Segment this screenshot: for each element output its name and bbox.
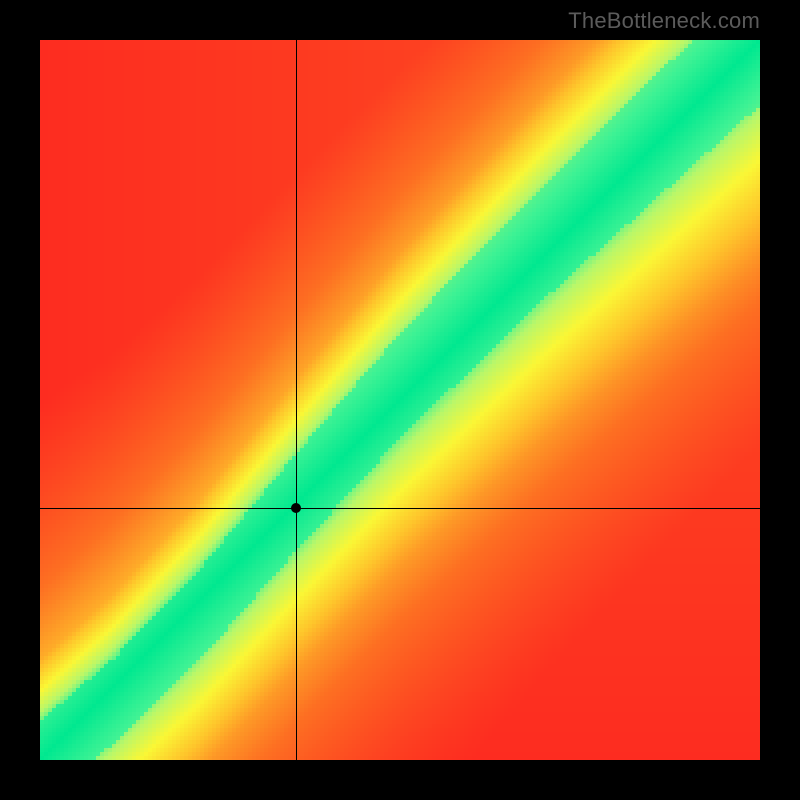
- heatmap-canvas: [40, 40, 760, 760]
- crosshair-horizontal: [40, 508, 760, 509]
- data-point-marker: [291, 503, 301, 513]
- crosshair-vertical: [296, 40, 297, 760]
- chart-container: TheBottleneck.com: [0, 0, 800, 800]
- watermark-text: TheBottleneck.com: [568, 8, 760, 34]
